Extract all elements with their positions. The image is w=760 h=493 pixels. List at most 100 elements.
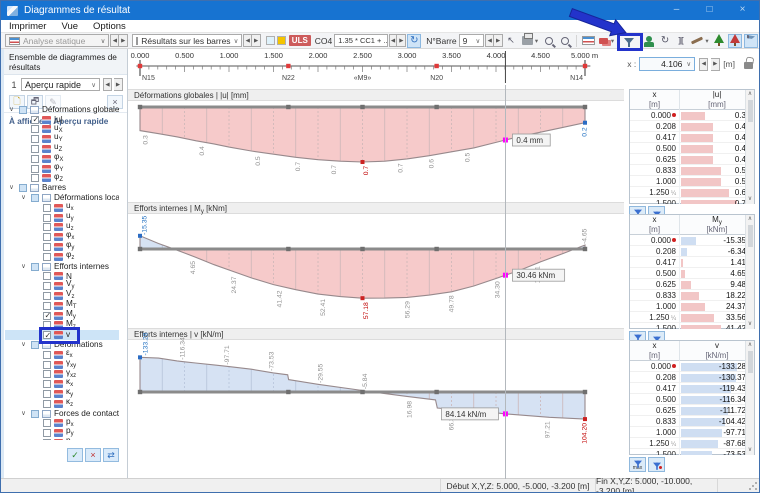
length-ruler[interactable]: 0.000 0.500 1.000 1.500 2.000 2.500 3.000 3.500… [128,49,604,85]
tree-checkbox[interactable] [19,184,27,193]
tree-item[interactable]: v [5,330,119,341]
tree-item[interactable]: κz [5,397,119,409]
table-row[interactable]: 1.250 ¼ -87.68 [630,438,754,449]
table-row[interactable]: 0.833 18.22 [630,290,754,301]
table-row[interactable]: 0.417 1.41 [630,257,754,268]
tree-checkbox[interactable] [43,419,51,428]
chevron-down-icon[interactable]: ∨ [21,194,26,202]
tree-item[interactable]: pz [5,436,119,440]
x-position-input[interactable]: 4.106 ∨ [639,57,696,71]
tree-checkbox[interactable] [43,350,51,359]
tree-item[interactable]: ux [5,201,119,213]
table-row[interactable]: 1.250 ¼ 0.6 [630,187,754,198]
filter-values-button[interactable] [648,457,665,472]
chart-shear-v[interactable]: -133.28 -116.34 -97.71 -73.53 -29.55 -5.84 16.… [128,332,604,468]
table-row[interactable]: 0.500 0.4 [630,143,754,154]
table-row[interactable]: 0.417 -119.43 [630,383,754,394]
load-combination-combo[interactable]: 1.35 * CC1 + ...∨ [334,34,388,47]
chevron-down-icon[interactable]: ∨ [9,106,14,113]
tree-item[interactable]: ∨ Efforts internes [5,262,119,272]
tree-checkbox[interactable] [43,380,51,389]
set-next-button[interactable]: ▶ [114,78,123,91]
tree-item[interactable]: uX [5,123,119,135]
table-row[interactable]: 0.833 0.5 [630,165,754,176]
table-row[interactable]: 0.000 0.3 [630,110,754,121]
tree-checkbox[interactable] [43,243,51,252]
table-row[interactable]: 0.625 0.4 [630,154,754,165]
uncheck-all-button[interactable]: × [85,448,101,462]
maximize-button[interactable]: □ [706,4,713,15]
table-row[interactable]: 1.500 0.7 [630,198,754,204]
smooth-results-button[interactable] [618,34,640,48]
cursor-position-line[interactable] [505,85,506,479]
table-row[interactable]: 0.500 4.65 [630,268,754,279]
member-number-combo[interactable]: 9 ∨ [458,34,485,47]
section-cut-button[interactable]: ][ [674,34,688,48]
x-next-button[interactable]: ▶ [711,57,721,71]
tree-item[interactable]: γxy [5,358,119,370]
table-row[interactable]: 1.500 41.42 [630,323,754,329]
tree-item[interactable]: φZ [5,172,119,184]
zoom-out-button[interactable] [558,34,572,48]
tree-checkbox[interactable] [31,164,39,173]
tree-checkbox[interactable] [43,282,51,291]
tree-item[interactable]: py [5,426,119,438]
chart-moment-my[interactable]: -15.35 4.65 24.37 41.42 52.41 57.18 56.29 49.78… [128,214,604,328]
chevron-down-icon[interactable]: ∨ [21,341,26,349]
select-pointer-button[interactable]: ↖ [504,34,518,48]
x-prev-button[interactable]: ◀ [699,57,709,71]
tree-item[interactable]: ∨ Barres [5,183,119,193]
table-row[interactable]: 0.833 -104.42 [630,416,754,427]
tree-item[interactable]: uz [5,221,119,233]
tree-item[interactable]: Vy [5,279,119,291]
chevron-down-icon[interactable]: ∨ [9,184,14,192]
filter-max-button[interactable]: max [629,457,646,472]
tree-checkbox[interactable] [43,301,51,310]
menu-imprimer[interactable]: Imprimer [9,20,47,32]
display-properties-button[interactable]: ▾ [690,34,710,48]
tree-item[interactable]: ∨ Forces de contact [5,409,119,419]
tree-checkbox[interactable] [31,341,39,350]
table-row[interactable]: 0.000 -15.35 [630,235,754,246]
tree-checkbox[interactable] [19,105,27,114]
render-mode-button[interactable] [712,34,726,48]
new-set-button[interactable]: 🗋 [9,95,25,109]
table-row[interactable]: 0.208 0.4 [630,121,754,132]
tree-checkbox[interactable] [43,390,51,398]
tree-checkbox[interactable] [31,409,39,418]
check-all-button[interactable]: ✓ [67,448,83,462]
lock-open-icon[interactable] [744,61,753,69]
chevron-down-icon[interactable]: ∨ [21,409,26,417]
table-row[interactable]: 0.208 -130.37 [630,372,754,383]
tree-checkbox[interactable] [43,331,51,341]
tree-item[interactable]: Vz [5,289,119,301]
tree-checkbox[interactable] [43,203,51,212]
table-row[interactable]: 1.000 0.5 [630,176,754,187]
tree-checkbox[interactable] [43,311,51,321]
table-row[interactable]: 0.500 -116.34 [630,394,754,405]
tree-checkbox[interactable] [43,272,51,281]
menu-vue[interactable]: Vue [61,20,79,32]
analysis-prev-button[interactable]: ◀ [110,34,120,47]
set-prev-button[interactable]: ◀ [103,78,112,91]
table-row[interactable]: 0.625 -111.72 [630,405,754,416]
titlebar[interactable]: Diagrammes de résultat [1,1,759,20]
tree-item[interactable]: φx [5,230,119,242]
close-button[interactable]: × [739,4,746,15]
refresh-button[interactable]: ↻ [658,34,672,48]
tree-checkbox[interactable] [31,262,39,271]
tree-item[interactable]: φY [5,162,119,174]
table-row[interactable]: 1.250 ¼ 33.56 [630,312,754,323]
table-row[interactable]: 1.000 24.37 [630,301,754,312]
tree-checkbox[interactable] [43,223,51,232]
chevron-down-icon[interactable]: ∨ [21,262,26,270]
table-row[interactable]: 0.625 9.48 [630,279,754,290]
zoom-in-button[interactable] [542,34,556,48]
tree-checkbox[interactable] [43,429,51,438]
copy-set-button[interactable]: 🗗 [27,95,43,109]
tree-item[interactable]: px [5,417,119,429]
tree-checkbox[interactable] [43,399,51,408]
minimize-button[interactable]: – [673,4,680,15]
tree-item[interactable]: φz [5,250,119,262]
load-prev-button[interactable]: ◀ [388,34,398,47]
